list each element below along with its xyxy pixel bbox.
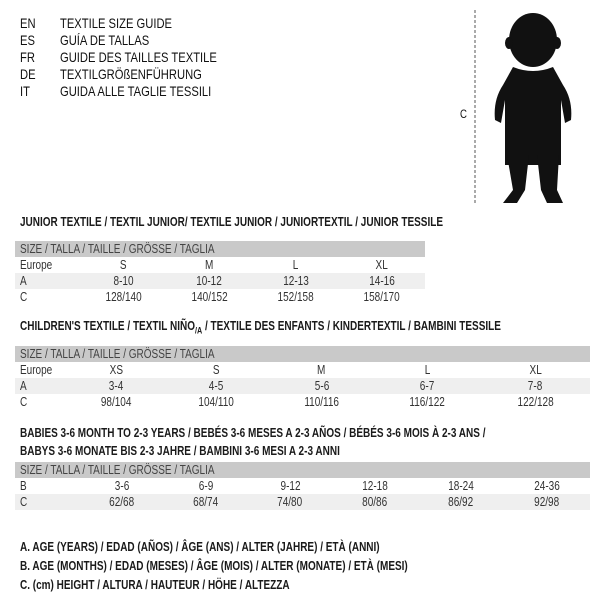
language-list: EN TEXTILE SIZE GUIDE ES GUÍA DE TALLAS FR… <box>20 15 320 100</box>
table-cell: 152/158 <box>277 290 314 304</box>
table-cell: M <box>205 258 214 272</box>
table-header-row: SIZE / TALLA / TAILLE / GRÖSSE / TAGLIA <box>15 462 590 478</box>
table-cell: 9-12 <box>280 479 301 493</box>
row-label: B <box>20 479 27 493</box>
table-cell: 74/80 <box>248 494 333 510</box>
table-cell: M <box>317 363 326 377</box>
junior-section-title: JUNIOR TEXTILE / TEXTIL JUNIOR/ TEXTILE … <box>20 214 549 230</box>
children-size-table: SIZE / TALLA / TAILLE / GRÖSSE / TAGLIA … <box>15 346 590 410</box>
table-cell: 62/68 <box>80 494 165 510</box>
row-label: C <box>20 395 28 409</box>
table-cell: 92/98 <box>504 494 590 510</box>
row-label: A <box>15 378 70 394</box>
legend-item: A. AGE (YEARS) / EDAD (AÑOS) / ÂGE (ANS)… <box>20 540 380 554</box>
table-row: C 98/104 104/110 110/116 116/122 122/128 <box>15 394 590 410</box>
row-label: Europe <box>20 363 53 377</box>
language-code: ES <box>20 32 35 48</box>
table-cell: 98/104 <box>100 395 132 409</box>
table-row: C 62/68 68/74 74/80 80/86 86/92 92/98 <box>15 494 590 510</box>
table-cell: 104/110 <box>198 395 234 409</box>
table-cell: L <box>292 258 299 272</box>
language-row-fr: FR GUIDE DES TAILLES TEXTILE <box>20 49 320 66</box>
table-cell: 12-18 <box>362 479 388 493</box>
table-header-row: SIZE / TALLA / TAILLE / GRÖSSE / TAGLIA <box>15 241 425 257</box>
language-title: GUÍA DE TALLAS <box>60 32 150 48</box>
table-cell: 8-10 <box>80 273 167 289</box>
legend: A. AGE (YEARS) / EDAD (AÑOS) / ÂGE (ANS)… <box>20 538 505 595</box>
table-header: SIZE / TALLA / TAILLE / GRÖSSE / TAGLIA <box>15 462 590 478</box>
row-label: Europe <box>20 258 53 272</box>
junior-title-text: JUNIOR TEXTILE / TEXTIL JUNIOR/ TEXTILE … <box>20 215 444 229</box>
table-row: C 128/140 140/152 152/158 158/170 <box>15 289 425 305</box>
children-section-title: CHILDREN'S TEXTILE / TEXTIL NIÑO/A / TEX… <box>20 319 501 336</box>
table-cell: 158/170 <box>363 290 400 304</box>
babies-section-title: BABIES 3-6 MONTH TO 2-3 YEARS / BEBÉS 3-… <box>20 424 600 460</box>
table-row: A 8-10 10-12 12-13 14-16 <box>15 273 425 289</box>
legend-item: B. AGE (MONTHS) / EDAD (MESES) / ÂGE (MO… <box>20 559 408 573</box>
table-cell: 128/140 <box>105 290 142 304</box>
language-title: TEXTILGRÖßENFÜHRUNG <box>60 66 202 82</box>
babies-title-line: BABIES 3-6 MONTH TO 2-3 YEARS / BEBÉS 3-… <box>20 426 486 440</box>
row-label: C <box>15 494 80 510</box>
language-title: GUIDE DES TAILLES TEXTILE <box>60 49 217 65</box>
language-title: GUIDA ALLE TAGLIE TESSILI <box>60 83 212 99</box>
legend-item: C. (cm) HEIGHT / ALTURA / HAUTEUR / HÖHE… <box>20 578 290 592</box>
child-height-figure: C <box>455 5 595 205</box>
table-cell: 122/128 <box>517 395 554 409</box>
table-cell: 3-4 <box>70 378 163 394</box>
table-cell: 4-5 <box>162 378 270 394</box>
language-code: EN <box>20 15 36 31</box>
table-cell: 7-8 <box>480 378 590 394</box>
row-label: A <box>15 273 80 289</box>
babies-title-line: BABYS 3-6 MONATE BIS 2-3 JAHRE / BAMBINI… <box>20 444 340 458</box>
table-cell: XL <box>529 363 542 377</box>
table-cell: 24-36 <box>534 479 560 493</box>
table-row: Europe S M L XL <box>15 257 425 273</box>
table-cell: 86/92 <box>418 494 505 510</box>
table-cell: 5-6 <box>269 378 374 394</box>
language-row-de: DE TEXTILGRÖßENFÜHRUNG <box>20 66 320 83</box>
table-cell: 10-12 <box>166 273 253 289</box>
table-cell: 3-6 <box>114 479 130 493</box>
table-cell: S <box>212 363 220 377</box>
language-row-it: IT GUIDA ALLE TAGLIE TESSILI <box>20 83 320 100</box>
table-row: Europe XS S M L XL <box>15 362 590 378</box>
language-title: TEXTILE SIZE GUIDE <box>60 15 173 31</box>
table-cell: 68/74 <box>164 494 249 510</box>
table-cell: 110/116 <box>304 395 339 409</box>
junior-size-table: SIZE / TALLA / TAILLE / GRÖSSE / TAGLIA … <box>15 241 425 305</box>
table-cell: 80/86 <box>332 494 419 510</box>
table-cell: 140/152 <box>191 290 228 304</box>
table-row: A 3-4 4-5 5-6 6-7 7-8 <box>15 378 590 394</box>
row-label: C <box>20 290 28 304</box>
table-cell: L <box>424 363 431 377</box>
table-header: SIZE / TALLA / TAILLE / GRÖSSE / TAGLIA <box>15 346 590 362</box>
table-header: SIZE / TALLA / TAILLE / GRÖSSE / TAGLIA <box>15 241 425 257</box>
table-cell: 6-9 <box>198 479 214 493</box>
table-cell: XS <box>109 363 123 377</box>
table-cell: 18-24 <box>448 479 474 493</box>
table-cell: 14-16 <box>338 273 425 289</box>
table-cell: 12-13 <box>252 273 339 289</box>
language-code: DE <box>20 66 36 82</box>
language-code: FR <box>20 49 35 65</box>
language-row-es: ES GUÍA DE TALLAS <box>20 32 320 49</box>
table-cell: 116/122 <box>409 395 446 409</box>
language-code: IT <box>20 83 30 99</box>
child-silhouette-icon <box>474 10 572 205</box>
babies-size-table: SIZE / TALLA / TAILLE / GRÖSSE / TAGLIA … <box>15 462 590 510</box>
height-label: C <box>460 107 467 121</box>
table-cell: 6-7 <box>373 378 481 394</box>
table-cell: S <box>119 258 127 272</box>
table-header-row: SIZE / TALLA / TAILLE / GRÖSSE / TAGLIA <box>15 346 590 362</box>
language-row-en: EN TEXTILE SIZE GUIDE <box>20 15 320 32</box>
table-row: B 3-6 6-9 9-12 12-18 18-24 24-36 <box>15 478 590 494</box>
table-cell: XL <box>375 258 388 272</box>
